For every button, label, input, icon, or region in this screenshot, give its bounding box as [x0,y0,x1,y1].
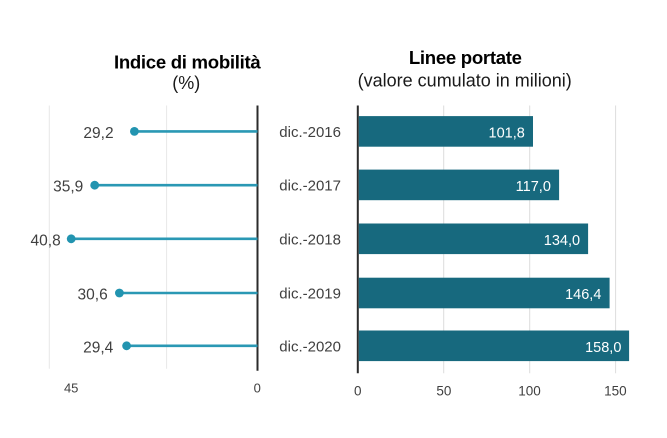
svg-text:150: 150 [604,383,627,398]
svg-text:101,8: 101,8 [489,126,525,142]
svg-text:100: 100 [518,383,541,398]
svg-text:35,9: 35,9 [53,179,83,196]
svg-text:134,0: 134,0 [544,233,580,249]
svg-text:29,4: 29,4 [83,339,114,356]
svg-text:(valore cumulato in milioni): (valore cumulato in milioni) [358,71,572,91]
svg-text:158,0: 158,0 [585,340,621,356]
svg-text:dic.-2018: dic.-2018 [279,231,341,248]
svg-text:dic.-2020: dic.-2020 [279,338,341,355]
svg-text:30,6: 30,6 [78,287,108,304]
svg-text:(%): (%) [172,73,200,93]
svg-text:Linee portate: Linee portate [409,47,522,68]
svg-text:40,8: 40,8 [31,232,61,249]
svg-text:45: 45 [64,380,78,395]
svg-text:dic.-2016: dic.-2016 [279,124,341,141]
svg-text:dic.-2017: dic.-2017 [279,178,341,195]
svg-text:29,2: 29,2 [83,125,113,142]
svg-text:0: 0 [254,380,261,395]
svg-text:117,0: 117,0 [516,179,551,195]
svg-text:Indice di mobilità: Indice di mobilità [114,52,261,73]
svg-text:dic.-2019: dic.-2019 [279,286,341,303]
svg-text:50: 50 [436,383,451,398]
svg-text:146,4: 146,4 [565,287,601,303]
svg-text:0: 0 [354,383,362,398]
